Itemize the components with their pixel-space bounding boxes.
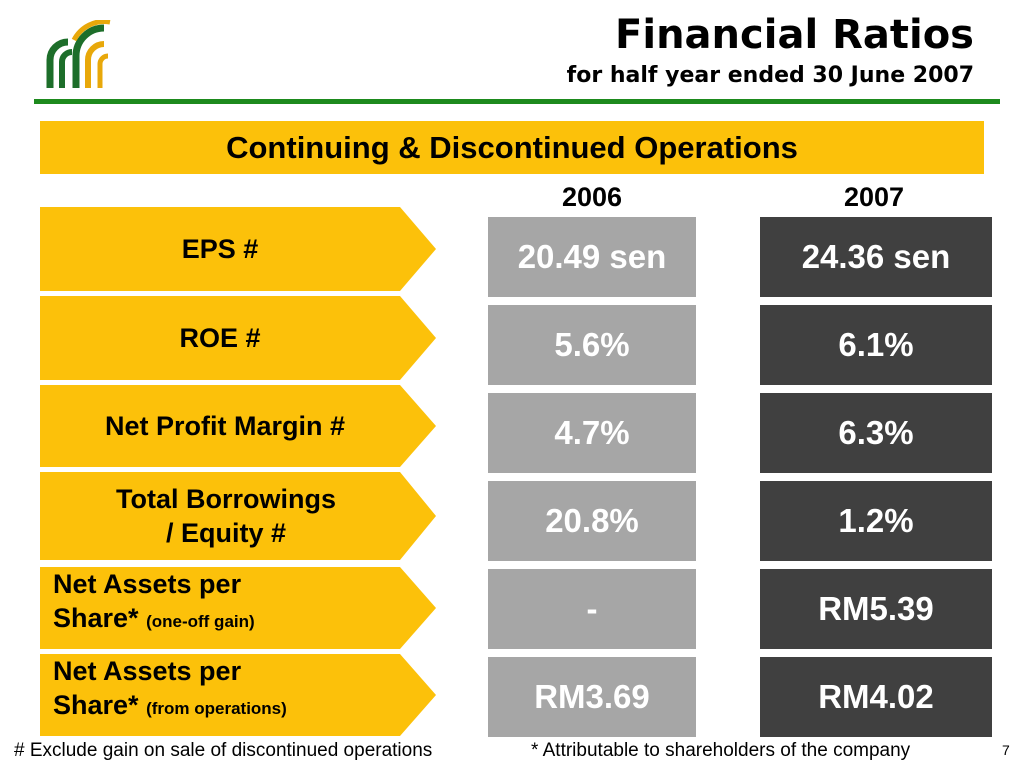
year-header-2006: 2006 (561, 182, 623, 212)
arrow-shape (40, 654, 436, 736)
row-label-line1: Net Assets per (53, 569, 242, 599)
page-number: 7 (1002, 742, 1010, 758)
arrow-shape (40, 472, 436, 560)
row-label-line2: Share* (53, 603, 139, 633)
row-label-net-profit-margin: Net Profit Margin # (40, 385, 440, 467)
company-logo (44, 19, 116, 88)
section-banner: Continuing & Discontinued Operations (40, 121, 984, 174)
value-2006-net-profit-margin: 4.7% (488, 393, 696, 473)
row-label-text: ROE # (179, 323, 261, 353)
value-2006-roe: 5.6% (488, 305, 696, 385)
value-2007-eps: 24.36 sen (760, 217, 992, 297)
row-label-line2: Share* (53, 690, 139, 720)
row-label-note: (one-off gain) (146, 612, 255, 631)
year-header-2007: 2007 (843, 182, 905, 212)
arrow-shape (40, 207, 436, 291)
row-label-text: Total Borrowings / Equity # (40, 472, 412, 560)
arrow-shape (40, 385, 436, 467)
row-label-text: EPS # (181, 234, 259, 264)
value-2006-nav-one-off: - (488, 569, 696, 649)
row-label-text: Net Assets per Share* (from operations) (40, 654, 413, 736)
row-label-text: Net Profit Margin # (104, 411, 346, 441)
header-divider (34, 99, 1000, 104)
row-label-line1: Total Borrowings (116, 484, 336, 514)
row-label-text: Net Assets per Share* (one-off gain) (40, 567, 413, 649)
row-label-total-borrowings-equity: Total Borrowings / Equity # (40, 472, 440, 560)
row-label-nav-one-off: Net Assets per Share* (one-off gain) (40, 567, 440, 649)
value-2006-eps: 20.49 sen (488, 217, 696, 297)
footnote-star: * Attributable to shareholders of the co… (531, 740, 911, 761)
value-2006-nav-operations: RM3.69 (488, 657, 696, 737)
value-2007-nav-one-off: RM5.39 (760, 569, 992, 649)
row-label-nav-operations: Net Assets per Share* (from operations) (40, 654, 440, 736)
page-subtitle: for half year ended 30 June 2007 (566, 63, 974, 88)
value-2007-nav-operations: RM4.02 (760, 657, 992, 737)
value-2007-roe: 6.1% (760, 305, 992, 385)
arrow-shape (40, 567, 436, 649)
row-label-roe: ROE # (40, 296, 440, 380)
page-title: Financial Ratios (615, 12, 974, 58)
row-label-note: (from operations) (146, 699, 287, 718)
value-2006-total-borrowings-equity: 20.8% (488, 481, 696, 561)
footnote-hash: # Exclude gain on sale of discontinued o… (14, 740, 433, 761)
arrow-shape (40, 296, 436, 380)
value-2007-net-profit-margin: 6.3% (760, 393, 992, 473)
row-label-line1: Net Assets per (53, 656, 242, 686)
value-2007-total-borrowings-equity: 1.2% (760, 481, 992, 561)
row-label-line2: / Equity # (165, 518, 287, 548)
row-label-eps: EPS # (40, 207, 440, 291)
